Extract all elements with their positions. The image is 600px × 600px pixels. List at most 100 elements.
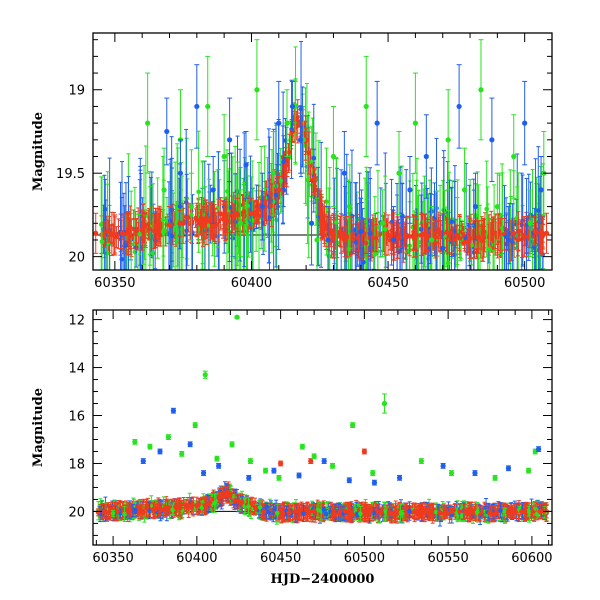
- y-tick-label: 20: [68, 251, 85, 266]
- data-point: [161, 504, 167, 516]
- series-2-point-15: [390, 206, 397, 270]
- series-1-point-9: [284, 89, 290, 158]
- series-1-point-6: [237, 189, 244, 258]
- series-2-point-16: [535, 446, 542, 452]
- series-2-point-12: [396, 474, 403, 481]
- series-0-point-12: [361, 503, 367, 520]
- data-point: [257, 501, 263, 514]
- data-point: [447, 218, 452, 254]
- series-1-point-17: [381, 393, 388, 414]
- series-0-point-0: [102, 503, 108, 520]
- data-point: [150, 183, 156, 270]
- data-point: [498, 502, 503, 519]
- data-point: [372, 196, 378, 270]
- data-point: [350, 507, 356, 522]
- series-2-point-0: [164, 97, 170, 166]
- data-point: [402, 228, 408, 247]
- series-0-point-13: [386, 504, 393, 521]
- data-point: [459, 220, 465, 244]
- series-1-point-20: [445, 89, 451, 191]
- series-2-point-1: [177, 139, 184, 208]
- series-0-point-5: [217, 491, 223, 503]
- data-point: [358, 505, 363, 522]
- data-point: [134, 218, 139, 250]
- series-2-point-1: [157, 448, 163, 455]
- series-2-point-18: [440, 214, 446, 270]
- x-tick-label: 60600: [511, 551, 552, 566]
- series-1-point-5: [221, 114, 227, 199]
- series-2-point-4: [200, 470, 207, 476]
- series-1-point-12: [314, 197, 320, 270]
- series-0-point-6: [224, 486, 230, 498]
- series-1-point-13: [330, 105, 337, 208]
- series-2-point-14: [374, 80, 380, 166]
- data-point: [353, 182, 359, 270]
- series-0-point-27: [467, 217, 473, 259]
- series-1-point-11: [276, 474, 282, 481]
- data-point: [274, 503, 280, 523]
- data-point: [526, 505, 531, 517]
- series-2-point-5: [216, 462, 222, 469]
- data-point: [382, 175, 388, 270]
- data-point: [397, 227, 403, 248]
- series-1-point-16: [380, 189, 386, 258]
- series-1-point-3: [188, 172, 194, 241]
- series-0-point-4: [202, 497, 208, 514]
- series-0-point-21: [308, 458, 314, 464]
- data-point: [350, 223, 356, 255]
- series-2-point-13: [358, 197, 364, 266]
- data-point: [173, 499, 179, 517]
- series-2-point-3: [210, 156, 216, 224]
- data-point: [511, 221, 517, 245]
- series-0-point-24: [385, 214, 391, 256]
- series-1-point-15: [350, 422, 356, 428]
- series-1-point-1: [161, 147, 167, 233]
- series-2-point-19: [456, 64, 462, 149]
- series-0-point-22: [361, 448, 367, 455]
- bottom-panel: 60350 60400 60450 60500 60550 60600 12 14 16 18 20…: [31, 309, 553, 587]
- data-point: [266, 128, 272, 264]
- series-1-point-21: [461, 147, 468, 233]
- data-point: [418, 214, 424, 256]
- series-0-point-30: [543, 212, 550, 254]
- series-2-point-11: [325, 206, 331, 270]
- series-1-point-0: [132, 438, 138, 445]
- data-point: [110, 509, 116, 518]
- data-point: [146, 217, 152, 240]
- series-0-point-3: [177, 500, 183, 516]
- series-1-point-18: [418, 458, 424, 464]
- series-2-point-10: [346, 477, 352, 484]
- series-1-point-23: [494, 172, 500, 241]
- data-point: [157, 222, 163, 247]
- data-point: [534, 220, 540, 245]
- data-point: [307, 503, 313, 520]
- series-2-point-11: [371, 479, 378, 486]
- data-point: [371, 507, 377, 519]
- series-2-point-6: [246, 474, 252, 481]
- data-point: [373, 223, 379, 253]
- data-point: [119, 216, 125, 250]
- data-point: [280, 503, 285, 522]
- data-point: [184, 173, 189, 270]
- data-point: [133, 507, 138, 515]
- data-point: [446, 210, 451, 270]
- series-0-point-4: [153, 207, 159, 246]
- data-point: [278, 147, 283, 214]
- data-point: [435, 220, 441, 244]
- series-1-point-12: [299, 443, 305, 450]
- series-2-point-7: [271, 467, 277, 474]
- series-1-point-24: [511, 114, 517, 199]
- series-0-point-14: [284, 152, 290, 178]
- series-0-point-5: [166, 206, 173, 244]
- data-point: [101, 224, 107, 248]
- series-2-point-21: [489, 97, 495, 183]
- data-point: [433, 227, 438, 259]
- y-tick-label: 19.5: [56, 167, 85, 182]
- data-point: [474, 502, 480, 523]
- data-point: [301, 504, 306, 522]
- data-point: [170, 504, 175, 516]
- series-1-point-4: [205, 55, 211, 158]
- x-tick-label: 60350: [94, 276, 135, 291]
- data-point: [197, 212, 203, 236]
- data-point: [307, 127, 312, 197]
